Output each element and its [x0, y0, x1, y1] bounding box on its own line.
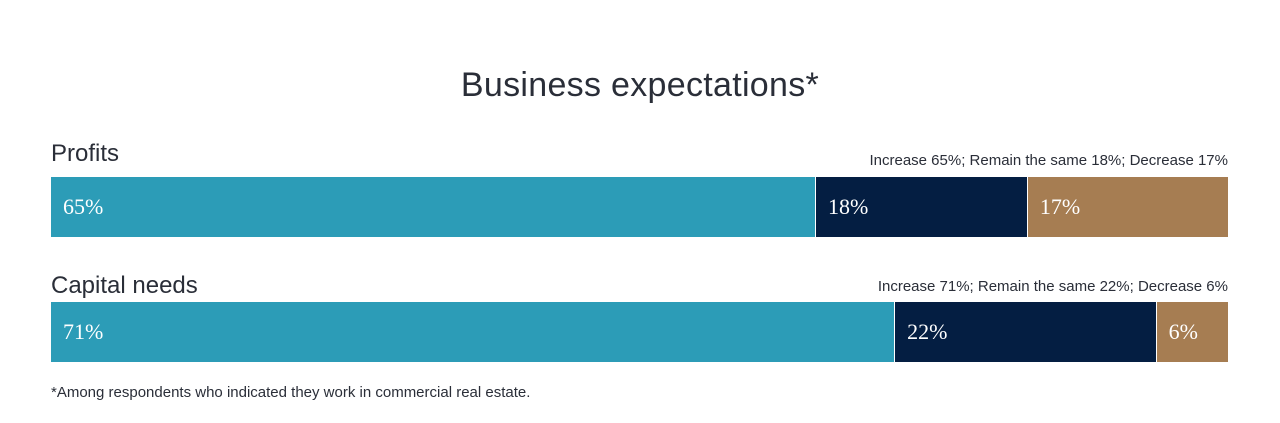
bar-segment-remain-the-same: 22%: [895, 302, 1157, 362]
bar-segment-remain-the-same: 18%: [816, 177, 1028, 237]
category-label: Capital needs: [51, 272, 198, 299]
category-summary: Increase 65%; Remain the same 18%; Decre…: [869, 152, 1228, 169]
bar-data-label: 22%: [907, 319, 948, 344]
category-label: Profits: [51, 140, 120, 167]
category-summary: Increase 71%; Remain the same 22%; Decre…: [877, 278, 1228, 295]
bar-data-label: 6%: [1168, 319, 1198, 344]
bar-data-label: 71%: [63, 319, 104, 344]
bar-segment-decrease: 6%: [1156, 302, 1228, 362]
bar-data-label: 18%: [828, 194, 869, 219]
bar-segment-increase: 71%: [51, 302, 896, 362]
chart-title: Business expectations*: [460, 66, 820, 104]
bar-segment-increase: 65%: [51, 177, 817, 237]
bar-segment-decrease: 17%: [1027, 177, 1228, 237]
bar-data-label: 65%: [63, 194, 104, 219]
bar-data-label: 17%: [1039, 194, 1081, 219]
footnote: *Among respondents who indicated they wo…: [51, 384, 531, 401]
stacked-bar: 65% 18% 17%: [51, 177, 1228, 237]
stacked-bar: 71% 22% 6%: [51, 302, 1228, 362]
